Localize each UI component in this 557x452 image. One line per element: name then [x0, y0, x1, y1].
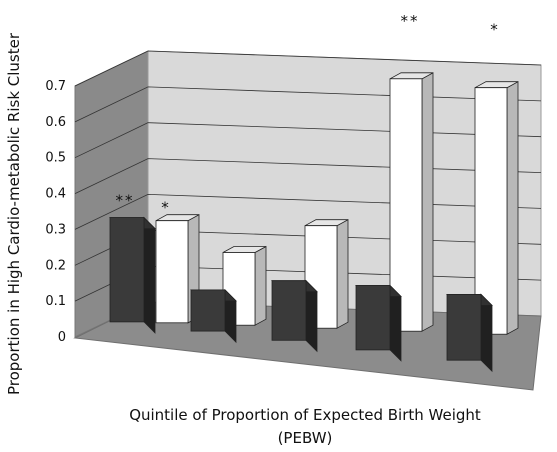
bar-quintile-5-series-2-front — [474, 87, 508, 335]
bar-quintile-4-series-2 — [389, 72, 434, 332]
bar-quintile-1-series-1-side — [143, 216, 156, 334]
y-axis-title: Proportion in High Cardio-metabolic Risk… — [5, 32, 23, 395]
bars — [109, 72, 519, 373]
y-tick-label-0.4: 0.4 — [45, 187, 66, 202]
bar-quintile-4-series-1 — [355, 284, 402, 362]
y-tick-label-0.3: 0.3 — [45, 222, 66, 237]
x-axis-title-line-1: Quintile of Proportion of Expected Birth… — [129, 406, 481, 424]
significance-mark-1-1: ** — [116, 192, 135, 210]
bar-quintile-1-series-2-front — [155, 220, 189, 324]
gridline-0.7 — [74, 50, 542, 87]
bar-quintile-2-series-1 — [190, 288, 237, 344]
bar-quintile-1-series-1-front — [109, 217, 145, 323]
y-tick-label-0.1: 0.1 — [45, 294, 66, 309]
y-tick-label-0.5: 0.5 — [45, 151, 66, 166]
bar-quintile-2-series-2-side — [254, 245, 267, 326]
bar-quintile-3-series-1-front — [271, 280, 307, 341]
bar-quintile-5-series-1-side — [480, 293, 493, 373]
bar-quintile-1-series-1 — [109, 216, 156, 334]
bar-quintile-5-series-2 — [474, 81, 519, 335]
bar-quintile-4-series-2-side — [421, 72, 434, 332]
significance-marks: ***** * — [116, 12, 500, 217]
y-tick-label-0.6: 0.6 — [45, 115, 66, 130]
significance-mark-4-2: ** — [401, 12, 420, 30]
x-axis-title-line-2: (PEBW) — [278, 429, 333, 447]
bar-quintile-3-series-1 — [271, 279, 318, 353]
bar-quintile-4-series-1-front — [355, 285, 391, 351]
bar-quintile-5-series-1-front — [446, 293, 482, 361]
y-tick-labels: 0 0.1 0.2 0.3 0.4 0.5 0.6 0.7 — [45, 79, 66, 345]
bar-quintile-5-series-1 — [446, 293, 493, 373]
y-tick-label-0.7: 0.7 — [45, 79, 66, 94]
y-tick-label-0.2: 0.2 — [45, 258, 66, 273]
bar-quintile-2-series-1-front — [190, 289, 226, 332]
y-tick-label-0: 0 — [58, 330, 66, 345]
bar-quintile-5-series-2-side — [506, 81, 519, 335]
bar-quintile-3-series-2-side — [336, 219, 349, 329]
significance-mark-5-2: * — [490, 21, 500, 39]
significance-mark-1-2: * — [161, 199, 171, 217]
bar-quintile-4-series-2-front — [389, 78, 423, 332]
